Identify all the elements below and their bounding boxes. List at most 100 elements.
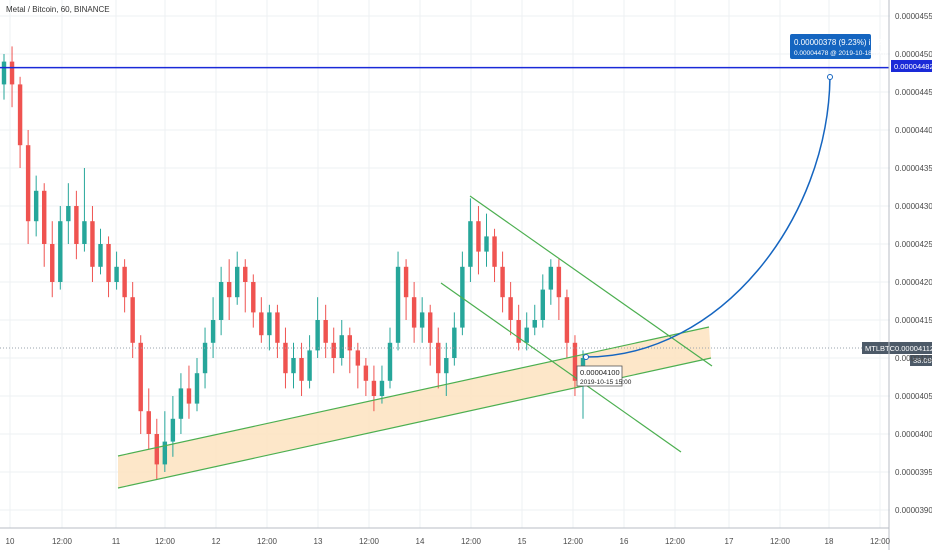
candle-up [468, 221, 473, 267]
candle-down [90, 221, 95, 267]
x-tick-label: 12:00 [870, 537, 891, 546]
candle-up [460, 266, 465, 328]
candle-up [532, 320, 537, 328]
candle-up [484, 236, 489, 252]
candle-down [564, 297, 570, 343]
candle-down [323, 320, 328, 343]
candle-down [476, 221, 481, 252]
candle-down [403, 266, 409, 298]
candle-up [444, 358, 449, 374]
projection-measure-box [790, 34, 871, 59]
candle-up [202, 342, 208, 374]
price-tooltip-value: 0.00004100 [580, 368, 620, 377]
candle-up [58, 221, 63, 282]
y-tick-label: 0.00004100 [895, 354, 932, 363]
x-tick-label: 13 [314, 537, 323, 546]
candle-down [138, 342, 143, 412]
candle-up [194, 373, 200, 404]
candle-up [218, 282, 224, 320]
candle-down [299, 358, 304, 381]
x-tick-label: 12:00 [461, 537, 482, 546]
candle-up [210, 320, 216, 343]
current-price-value: 0.00004112 [895, 344, 932, 353]
x-tick-label: 10 [6, 537, 15, 546]
candle-down [186, 388, 192, 404]
candle-up [452, 327, 457, 358]
candle-down [17, 84, 23, 146]
candle-down [146, 411, 151, 434]
candle-down [251, 282, 256, 313]
projection-measure-line1: 0.00000378 (9.23%) in 2d 9h [794, 38, 897, 47]
candle-down [331, 342, 336, 358]
candle-down [347, 335, 353, 351]
countdown-text: 38:09 [913, 356, 932, 365]
x-tick-label: 12:00 [770, 537, 791, 546]
candle-up [33, 190, 39, 222]
projection-curve [585, 76, 831, 358]
countdown-tag [910, 355, 932, 366]
candle-down [130, 297, 135, 343]
y-tick-label: 0.00003900 [895, 506, 932, 515]
candle-down [122, 266, 127, 298]
candle-up [291, 358, 296, 374]
candle-down [363, 365, 369, 381]
x-tick-label: 16 [620, 537, 629, 546]
grid [0, 0, 890, 528]
candle-down [25, 145, 31, 222]
price-tooltip-box [576, 365, 623, 387]
candle-down [500, 266, 505, 298]
candle-down [259, 312, 264, 336]
candle-up [395, 266, 401, 343]
drawings: 0.00000378 (9.23%) in 2d 9h 0.00004478 @ … [0, 34, 932, 489]
level-price-tag-text: 0.00004482 [894, 62, 932, 71]
candle-up [379, 380, 385, 396]
candle-down [275, 312, 280, 343]
candle-down [243, 266, 248, 282]
candle-down [41, 190, 47, 244]
candle-down [154, 434, 160, 465]
chart-title: Metal / Bitcoin, 60, BINANCE [6, 5, 110, 14]
candle-up [307, 350, 312, 381]
candle-down [492, 236, 497, 267]
candle-up [66, 206, 71, 222]
candle-down [411, 297, 417, 328]
candle-down [74, 206, 79, 244]
candle-up [1, 61, 7, 85]
projection-start-handle[interactable] [583, 354, 589, 360]
candle-down [516, 320, 521, 343]
x-tick-label: 17 [725, 537, 734, 546]
descending-resistance-line [469, 195, 713, 367]
channel-zone [118, 327, 711, 488]
candle-up [82, 221, 87, 244]
projection-end-handle[interactable] [827, 74, 833, 80]
candle-up [98, 244, 103, 267]
candle-down [355, 350, 361, 366]
level-price-tag [891, 60, 932, 72]
x-tick-label: 12:00 [155, 537, 176, 546]
x-tick-label: 11 [112, 537, 121, 546]
candle-up [114, 266, 119, 282]
price-tooltip-datetime: 2019-10-15 15:00 [580, 379, 632, 386]
x-tick-label: 12:00 [52, 537, 73, 546]
candle-up [162, 441, 168, 465]
candle-down [436, 342, 441, 374]
x-tick-label: 12:00 [257, 537, 278, 546]
x-tick-label: 15 [518, 537, 527, 546]
candle-up [387, 342, 393, 381]
current-price-tag [862, 342, 932, 354]
candle-up [548, 266, 554, 290]
candle-down [556, 266, 562, 298]
